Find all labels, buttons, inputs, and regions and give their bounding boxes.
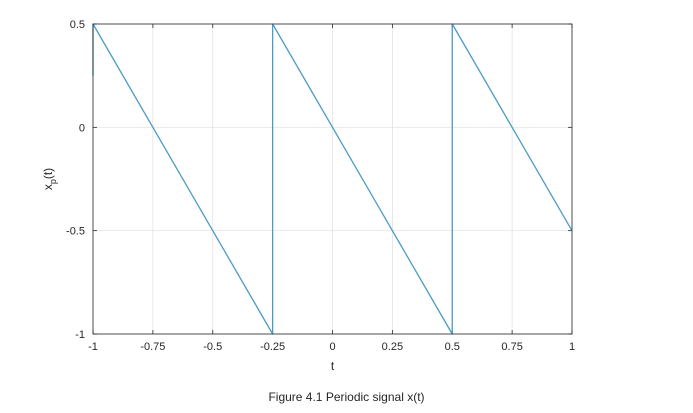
chart: -1 -0.75 -0.5 -0.25 0 0.25 0.5 0.75 1 -1 -0.5 0 0.5… xyxy=(41,19,575,373)
x-tick-label: -0.5 xyxy=(203,341,222,353)
y-axis-label-suffix: (t) xyxy=(41,168,55,179)
x-tick-label: 0.25 xyxy=(382,341,403,353)
plot-frame xyxy=(92,23,573,335)
x-tick-label: -0.25 xyxy=(260,341,285,353)
y-tick-label: 0.5 xyxy=(70,19,85,31)
x-axis-label: t xyxy=(331,359,335,373)
figure-caption: Figure 4.1 Periodic signal x(t) xyxy=(268,390,425,404)
y-tick-labels: -1 -0.5 0 0.5 xyxy=(66,19,85,341)
x-tick-label: -0.75 xyxy=(140,341,165,353)
y-axis-label: xp(t) xyxy=(41,168,58,190)
x-tick-label: 0 xyxy=(329,341,335,353)
y-tick-label: -0.5 xyxy=(66,226,85,238)
x-tick-labels: -1 -0.75 -0.5 -0.25 0 0.25 0.5 0.75 1 xyxy=(88,341,575,353)
y-tick-label: -1 xyxy=(75,329,85,341)
y-tick-label: 0 xyxy=(79,122,85,134)
x-tick-label: 0.75 xyxy=(501,341,522,353)
x-tick-label: 1 xyxy=(569,341,575,353)
x-tick-label: 0.5 xyxy=(445,341,460,353)
x-tick-label: -1 xyxy=(88,341,98,353)
y-axis-label-subscript: p xyxy=(48,179,58,184)
y-axis-label-main: x xyxy=(41,184,55,190)
